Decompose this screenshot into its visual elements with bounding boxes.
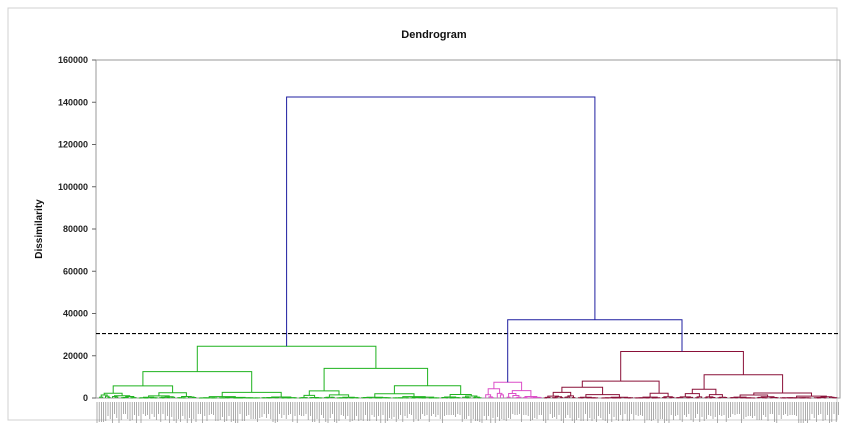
y-tick-label: 80000 xyxy=(63,224,88,234)
y-tick-label: 120000 xyxy=(58,140,88,150)
y-tick-label: 160000 xyxy=(58,55,88,65)
dendrogram-link xyxy=(711,398,715,399)
dendrogram-link xyxy=(192,398,196,399)
chart-title: Dendrogram xyxy=(401,29,467,41)
dendrogram-link xyxy=(123,398,128,399)
y-tick-label: 0 xyxy=(83,393,88,403)
y-tick-label: 140000 xyxy=(58,97,88,107)
chart-frame xyxy=(8,8,837,420)
y-tick-label: 20000 xyxy=(63,351,88,361)
y-tick-label: 100000 xyxy=(58,182,88,192)
y-axis-label: Dissimilarity xyxy=(34,199,45,259)
dendrogram-link xyxy=(343,397,355,398)
y-tick-label: 40000 xyxy=(63,309,88,319)
y-tick-label: 60000 xyxy=(63,266,88,276)
